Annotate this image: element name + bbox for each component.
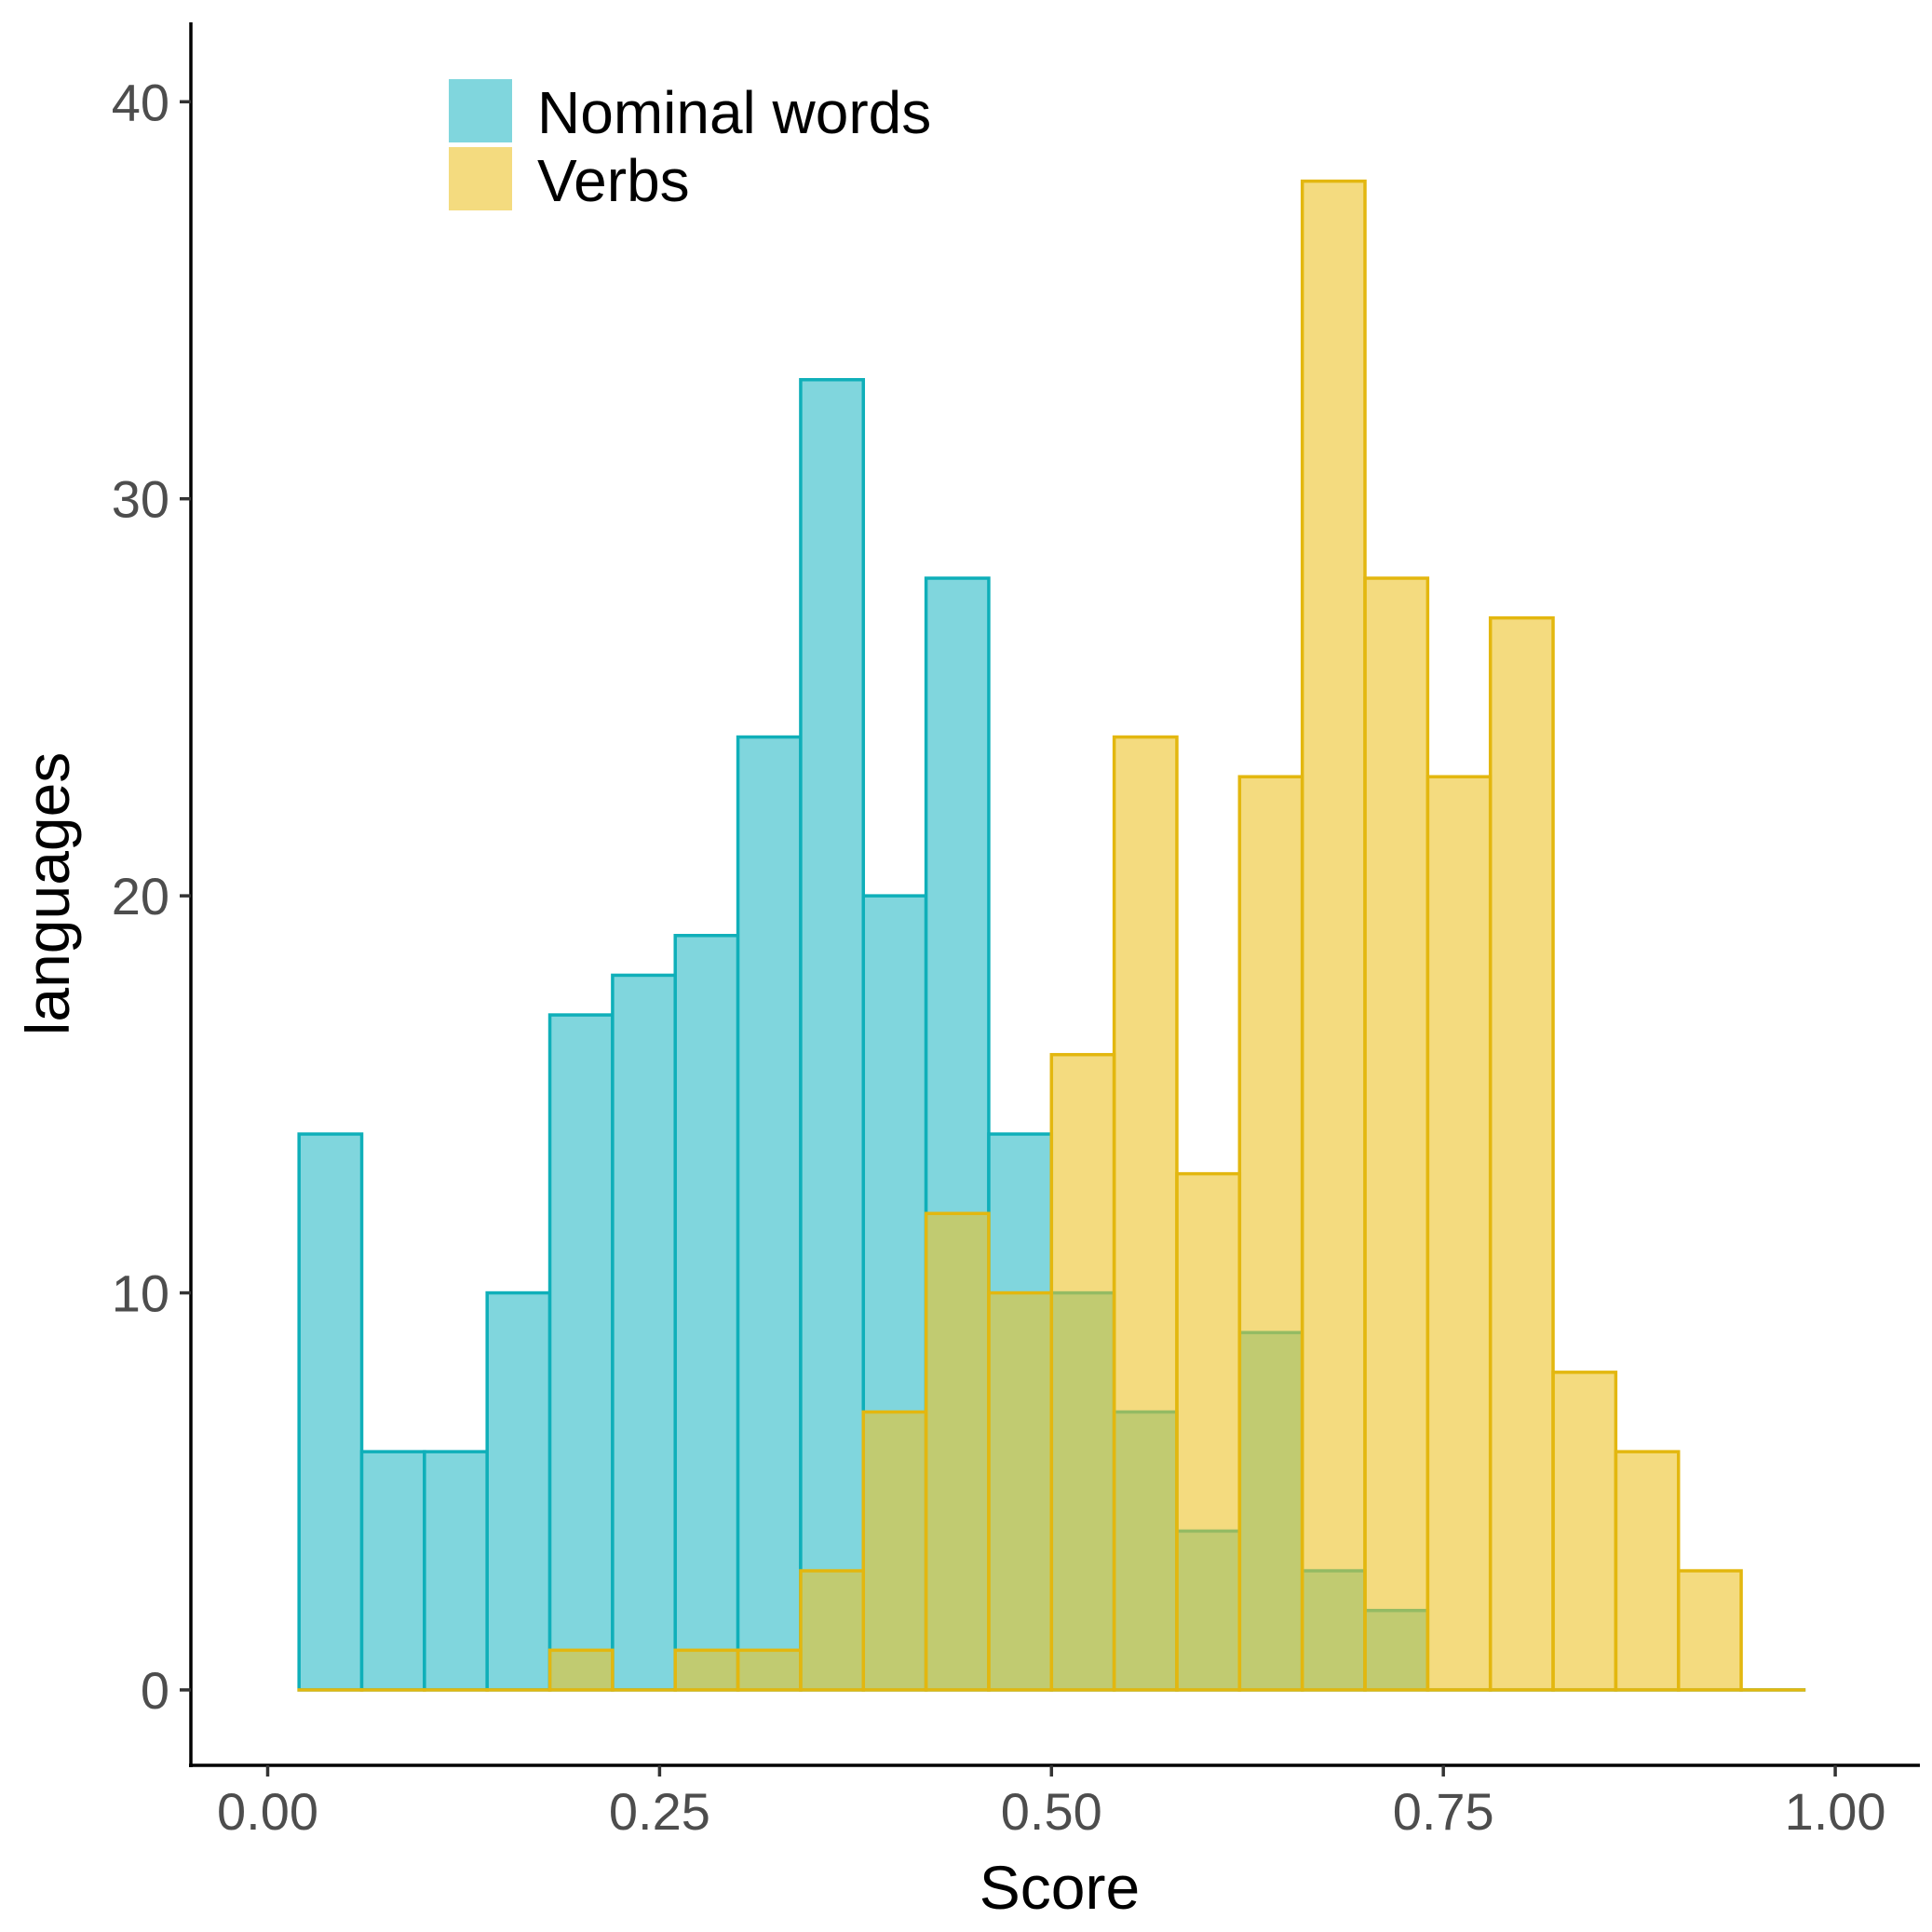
series-verbs-bars <box>297 179 1806 1692</box>
bar-verbs <box>1425 775 1493 1692</box>
y-tick-label: 30 <box>112 470 169 529</box>
bar-nominal-words <box>673 934 740 1692</box>
bar-nominal-words <box>799 378 866 1692</box>
x-tick-label: 1.00 <box>1785 1782 1886 1841</box>
bar-verbs <box>924 1211 991 1692</box>
bar-nominal-words <box>297 1132 364 1692</box>
x-tick-label: 0.50 <box>1001 1782 1102 1841</box>
bar-nominal-words <box>547 1013 615 1692</box>
legend-swatch-nominal-words <box>449 79 512 142</box>
bar-nominal-words <box>485 1290 552 1692</box>
x-axis-ticks: 0.00 0.25 0.50 0.75 1.00 <box>217 1765 1886 1841</box>
bar-verbs <box>1175 1171 1242 1692</box>
bar-verbs <box>799 1569 866 1692</box>
bar-verbs <box>1300 179 1367 1692</box>
y-tick-label: 40 <box>112 73 169 131</box>
bar-verbs <box>1676 1569 1743 1692</box>
x-tick-label: 0.00 <box>217 1782 318 1841</box>
bar-nominal-words <box>423 1450 489 1692</box>
bar-nominal-words <box>359 1450 426 1692</box>
bar-verbs <box>1049 1052 1116 1692</box>
bar-verbs <box>547 1648 615 1692</box>
x-tick-label: 0.25 <box>609 1782 710 1841</box>
bar-verbs <box>673 1648 740 1692</box>
bar-verbs <box>987 1290 1054 1692</box>
legend-swatch-verbs <box>449 147 512 210</box>
y-axis-ticks: 0 10 20 30 40 <box>112 73 191 1720</box>
y-axis-title: languages <box>13 752 82 1036</box>
bar-verbs <box>1363 576 1430 1692</box>
legend-label-verbs: Verbs <box>537 147 690 214</box>
bar-verbs <box>1551 1371 1618 1692</box>
legend-label-nominal-words: Nominal words <box>537 79 931 146</box>
bar-verbs <box>736 1648 803 1692</box>
y-tick-label: 0 <box>141 1661 169 1720</box>
bar-verbs <box>861 1410 928 1692</box>
x-axis-title: Score <box>980 1853 1140 1922</box>
bar-verbs <box>1488 615 1555 1692</box>
x-tick-label: 0.75 <box>1393 1782 1494 1841</box>
y-tick-label: 20 <box>112 867 169 925</box>
y-tick-label: 10 <box>112 1264 169 1323</box>
bar-verbs <box>1237 775 1304 1692</box>
legend: Nominal words Verbs <box>449 79 931 214</box>
bar-nominal-words <box>736 735 803 1692</box>
bar-verbs <box>1614 1450 1681 1692</box>
bar-nominal-words <box>611 973 677 1692</box>
bar-verbs <box>1112 735 1179 1692</box>
